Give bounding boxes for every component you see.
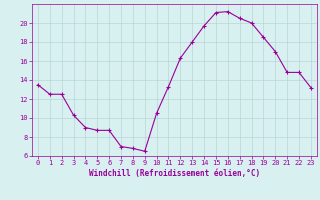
X-axis label: Windchill (Refroidissement éolien,°C): Windchill (Refroidissement éolien,°C) xyxy=(89,169,260,178)
